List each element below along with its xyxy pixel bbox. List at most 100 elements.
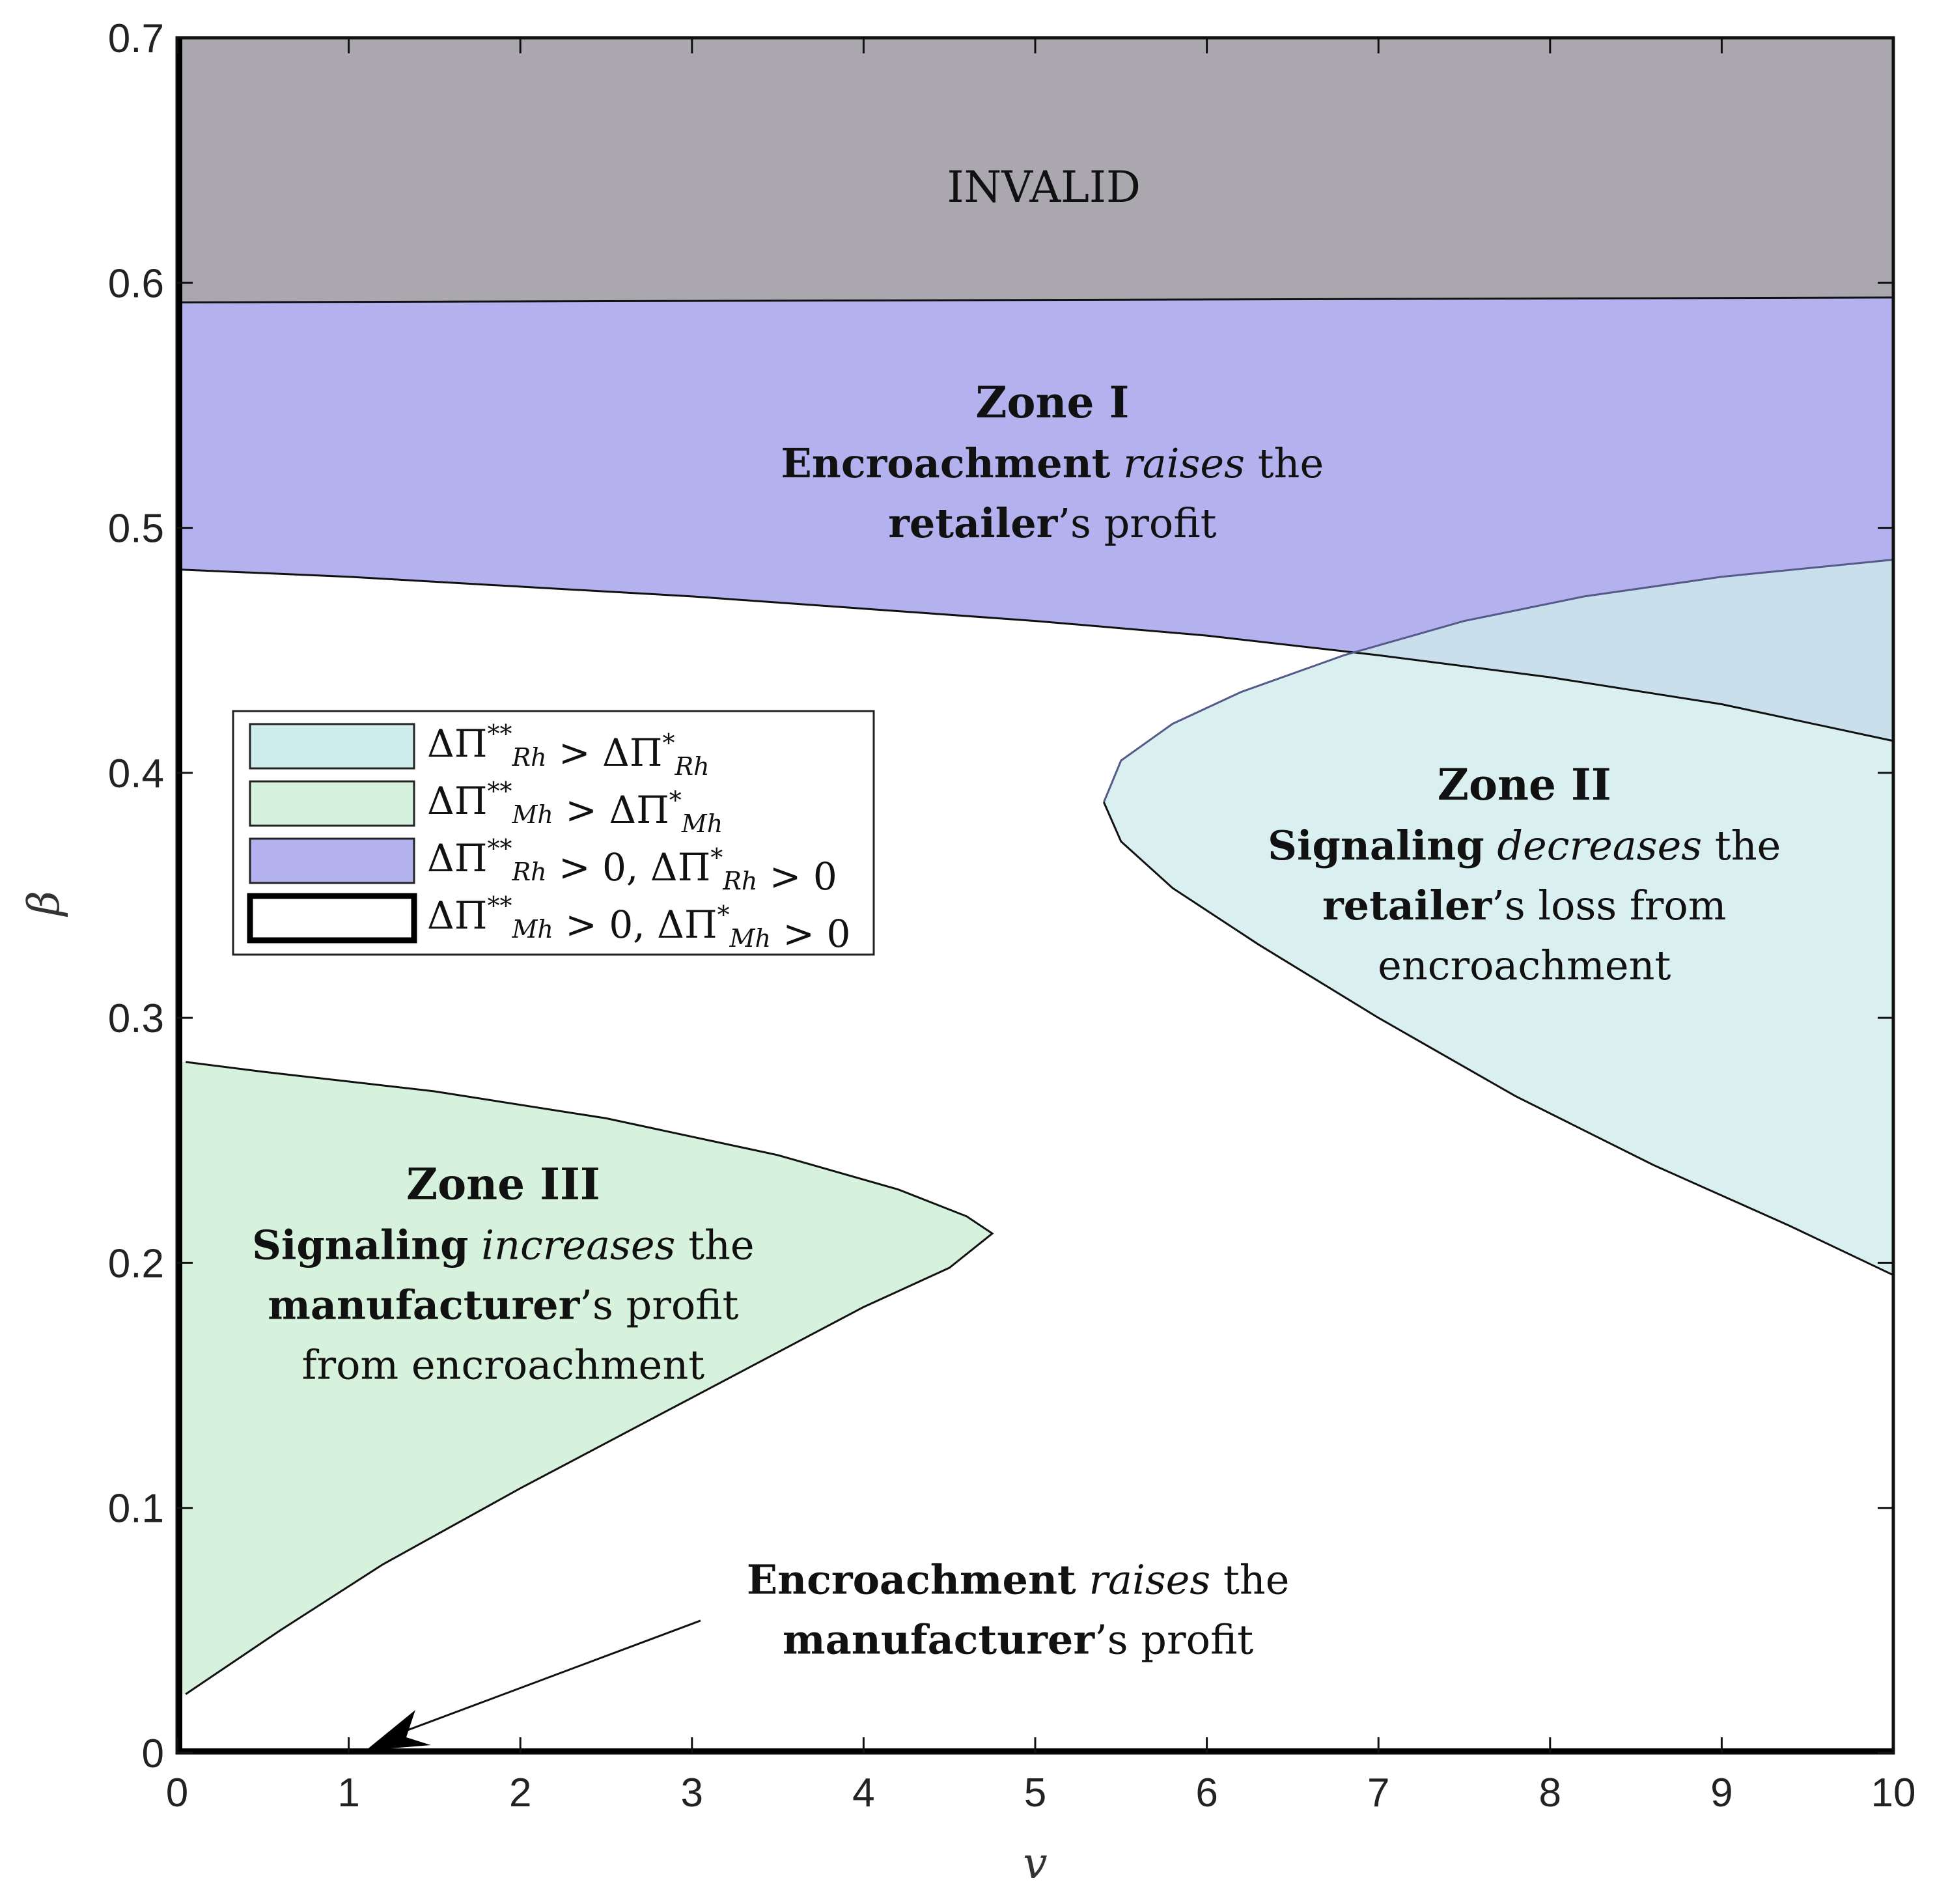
boundary-zone-ii-upper — [1103, 559, 1894, 803]
bottom-note-line-part: raises — [1089, 1556, 1210, 1603]
legend-label-part: ΔΠ — [427, 779, 487, 823]
legend-label-part: > ΔΠ — [553, 788, 669, 832]
region-zone-ii — [1104, 559, 1893, 1276]
legend-label-part: Mh — [729, 924, 771, 953]
legend-label: ΔΠ**Rh > ΔΠ*Rh — [427, 720, 710, 781]
zone-iii-line-part: Signaling — [252, 1222, 468, 1269]
legend-label-part: > 0 — [771, 912, 850, 956]
x-tick-label: 3 — [681, 1771, 703, 1815]
bottom-note-line-part: the — [1210, 1556, 1289, 1603]
bottom-note-line-part: ’s profit — [1094, 1616, 1253, 1663]
legend-label-part: ** — [487, 777, 512, 805]
zone-ii-title: Zone II — [1438, 759, 1611, 810]
x-tick-label: 6 — [1195, 1771, 1218, 1815]
legend-label-part: * — [710, 843, 723, 872]
zone-iii-line: manufacturer’s profit — [268, 1281, 738, 1329]
arrow-line — [391, 1619, 701, 1737]
invalid-label: INVALID — [947, 162, 1140, 212]
bottom-note-line: Encroachment raises the — [747, 1556, 1290, 1603]
legend-swatch — [249, 780, 415, 827]
bottom-note-line: manufacturer’s profit — [783, 1616, 1253, 1663]
legend-swatch — [247, 893, 417, 944]
x-axis-title: v — [1023, 1838, 1047, 1888]
zone-i-line-part: retailer — [888, 499, 1058, 547]
legend-label-part: > 0 — [757, 854, 837, 899]
legend-label-part: ΔΠ — [427, 836, 487, 880]
legend-label-part: Mh — [511, 800, 553, 829]
zone-i-title: Zone I — [975, 377, 1129, 428]
legend-label-part: ΔΠ — [427, 893, 487, 938]
zone-ii-line-part: encroachment — [1378, 942, 1671, 989]
x-tick-label: 9 — [1710, 1771, 1733, 1815]
y-tick-label: 0.3 — [108, 996, 164, 1041]
x-tick-label: 7 — [1367, 1771, 1389, 1815]
y-tick-label: 0.2 — [108, 1241, 164, 1286]
zone-iii-line-part: from encroachment — [302, 1341, 705, 1389]
zone-ii-line-part: retailer — [1322, 882, 1492, 929]
y-axis-title: β — [19, 891, 69, 917]
y-tick-label: 0.6 — [108, 261, 164, 306]
zone-i-line-part — [1110, 440, 1123, 487]
legend-label: ΔΠ**Mh > 0, ΔΠ*Mh > 0 — [427, 891, 850, 956]
legend-label-part: Rh — [511, 743, 546, 772]
legend-label-part: Mh — [511, 915, 553, 944]
legend-label: ΔΠ**Mh > ΔΠ*Mh — [427, 777, 723, 838]
zone-ii-line: Signaling decreases the — [1268, 822, 1781, 869]
zone-ii-line-part: the — [1702, 822, 1781, 869]
zone-iii-line-part: ’s profit — [579, 1281, 738, 1329]
plot-regions — [176, 38, 1894, 1695]
x-tick-label: 4 — [852, 1771, 874, 1815]
zone-i-line-part: raises — [1123, 440, 1245, 487]
region-zone-iii — [177, 1061, 993, 1694]
legend-label: ΔΠ**Rh > 0, ΔΠ*Rh > 0 — [427, 834, 837, 899]
legend-label-part: > 0, ΔΠ — [553, 903, 717, 947]
boundary-zone-iii — [185, 1061, 994, 1695]
y-tick-label: 0.4 — [108, 751, 164, 796]
y-tick-label: 0.7 — [108, 16, 164, 61]
zone-iii-line-part: the — [675, 1222, 754, 1269]
zone-iii-line-part — [469, 1222, 482, 1269]
legend-label-part: Rh — [675, 752, 710, 781]
zone-iii-line-part: manufacturer — [268, 1281, 580, 1329]
x-tick-label: 1 — [337, 1771, 359, 1815]
arrow-head — [365, 1710, 431, 1750]
zone-ii-line-part: Signaling — [1268, 822, 1484, 869]
zone-labels: INVALID Zone I Encroachment raises the reta… — [252, 162, 1781, 1750]
zone-i-line-part: ’s profit — [1057, 499, 1216, 547]
legend-label-part: ** — [487, 891, 512, 920]
zone-iii-line-part: increases — [481, 1222, 675, 1269]
legend-swatch — [249, 837, 415, 884]
legend-label-part: Mh — [681, 809, 723, 838]
legend-label-part: > ΔΠ — [547, 731, 663, 775]
legend-label-part: ** — [487, 834, 512, 863]
legend-label-part: Rh — [511, 858, 546, 886]
zone-ii-line-part: decreases — [1497, 822, 1702, 869]
bottom-note-line-part: manufacturer — [783, 1616, 1095, 1663]
x-tick-label: 2 — [509, 1771, 531, 1815]
legend-label-part: ΔΠ — [427, 721, 487, 766]
axis-ticks: 0 1 2 3 4 5 6 7 8 9 10 0 0.1 0.2 0.3 0.4 0.5 0.6 0.7 — [108, 16, 1916, 1815]
y-tick-label: 0.1 — [108, 1487, 164, 1532]
boundary-zone-i — [176, 568, 1894, 742]
zone-iii-line: from encroachment — [302, 1341, 705, 1389]
x-tick-label: 0 — [166, 1771, 188, 1815]
legend-swatch — [249, 723, 415, 770]
legend-label-part: ** — [487, 720, 512, 748]
region-invalid — [177, 38, 1893, 303]
bottom-note-line-part — [1076, 1556, 1089, 1603]
zone-ii-line: encroachment — [1378, 942, 1671, 989]
zone-ii-line-part: ’s loss from — [1492, 882, 1726, 929]
legend-label-part: > 0, ΔΠ — [547, 845, 711, 889]
x-tick-label: 5 — [1024, 1771, 1046, 1815]
legend-label-part: * — [717, 901, 730, 929]
zone-i-line-part: Encroachment — [781, 440, 1111, 487]
y-tick-label: 0 — [142, 1731, 164, 1776]
boundary-zone-ii-lower — [1103, 802, 1894, 1276]
zone-i-line: retailer’s profit — [888, 499, 1216, 547]
zone-iii-title: Zone III — [406, 1159, 600, 1210]
x-tick-label: 10 — [1871, 1771, 1916, 1815]
legend-label-part: * — [669, 786, 682, 815]
zone-iii-line: Signaling increases the — [252, 1222, 755, 1269]
